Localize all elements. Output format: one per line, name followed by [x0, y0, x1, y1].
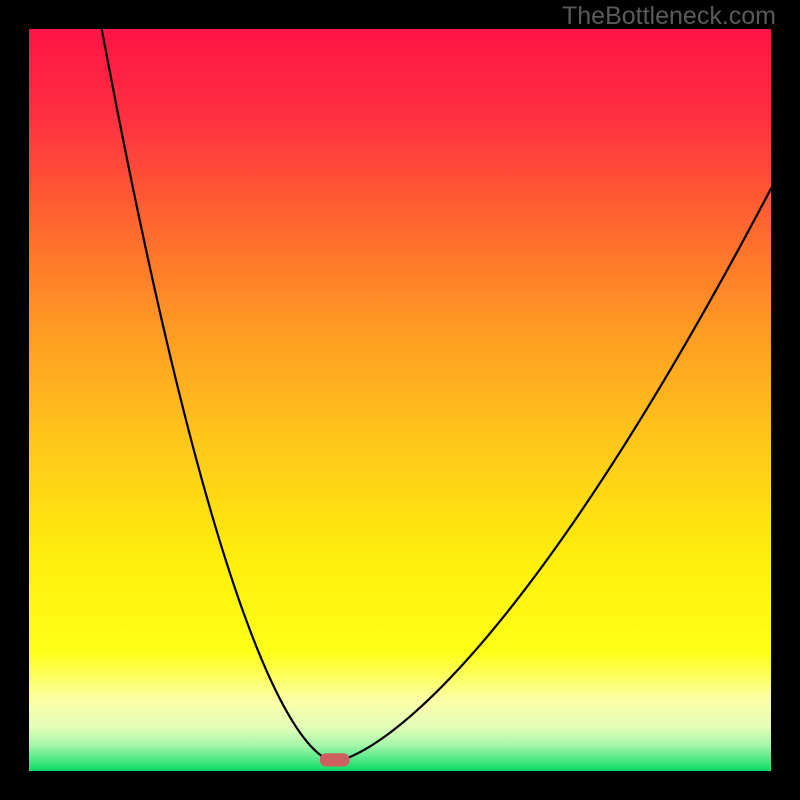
chart-plot-area: [29, 29, 771, 771]
watermark-text: TheBottleneck.com: [562, 2, 776, 31]
minimum-marker: [320, 753, 350, 766]
chart-gradient-bg: [29, 29, 771, 771]
chart-svg: [29, 29, 771, 771]
